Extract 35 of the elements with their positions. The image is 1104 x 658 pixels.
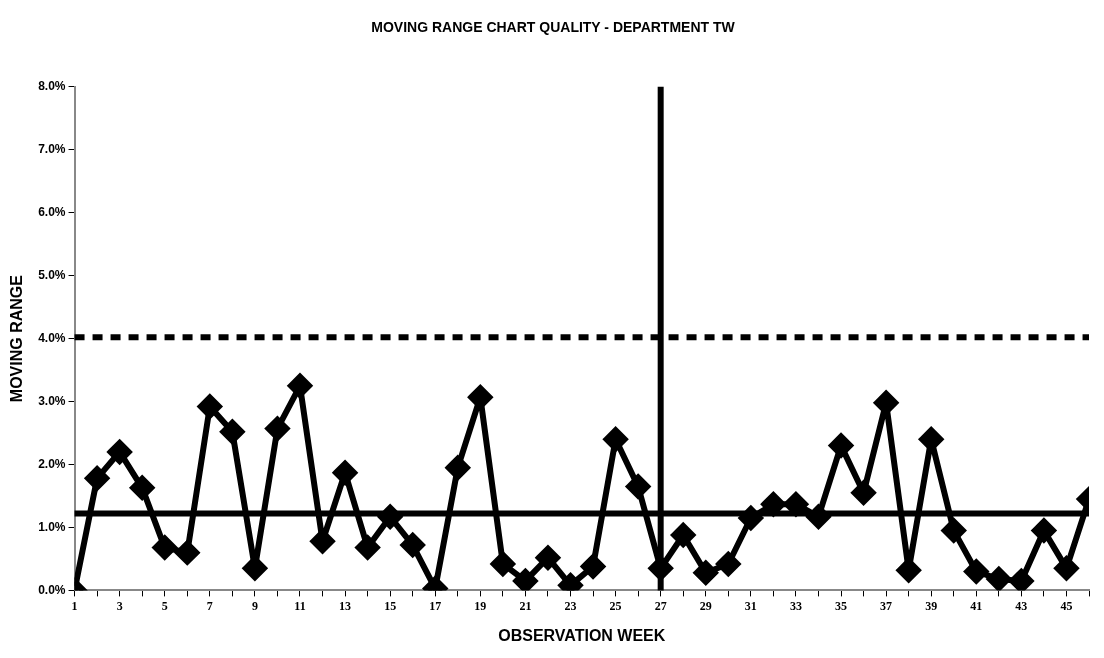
x-tick-label: 29 — [699, 598, 712, 613]
x-tick-label: 19 — [474, 598, 487, 613]
x-tick-label: 21 — [519, 598, 532, 613]
x-tick-label: 41 — [970, 598, 983, 613]
x-tick-label: 45 — [1060, 598, 1073, 613]
x-tick-label: 1 — [71, 598, 78, 613]
x-tick-label: 15 — [384, 598, 397, 613]
y-tick-label: 0.0% — [38, 582, 66, 597]
x-tick-label: 43 — [1015, 598, 1028, 613]
x-tick-label: 25 — [609, 598, 622, 613]
x-tick-label: 35 — [835, 598, 848, 613]
y-tick-label: 1.0% — [38, 519, 66, 534]
x-tick-label: 37 — [880, 598, 893, 613]
x-tick-label: 39 — [925, 598, 938, 613]
y-tick-label: 6.0% — [38, 205, 66, 220]
x-tick-label: 13 — [339, 598, 352, 613]
x-tick-label: 17 — [429, 598, 442, 613]
x-tick-label: 7 — [206, 598, 213, 613]
y-tick-label: 5.0% — [38, 267, 66, 282]
x-tick-label: 27 — [654, 598, 667, 613]
y-tick-label: 4.0% — [38, 330, 66, 345]
x-tick-label: 3 — [116, 598, 123, 613]
x-tick-label: 33 — [789, 598, 802, 613]
chart-title: MOVING RANGE CHART QUALITY - DEPARTMENT TW — [371, 19, 736, 36]
y-tick-label: 7.0% — [38, 142, 66, 157]
x-tick-label: 5 — [161, 598, 168, 613]
y-tick-label: 3.0% — [38, 393, 66, 408]
y-axis-title: MOVING RANGE — [8, 274, 26, 403]
x-axis-title: OBSERVATION WEEK — [498, 626, 666, 644]
y-tick-label: 2.0% — [38, 456, 66, 471]
x-tick-label: 9 — [251, 598, 258, 613]
y-tick-label: 8.0% — [38, 79, 66, 94]
x-tick-label: 23 — [564, 598, 577, 613]
x-tick-label: 11 — [294, 598, 306, 613]
x-tick-label: 31 — [744, 598, 757, 613]
